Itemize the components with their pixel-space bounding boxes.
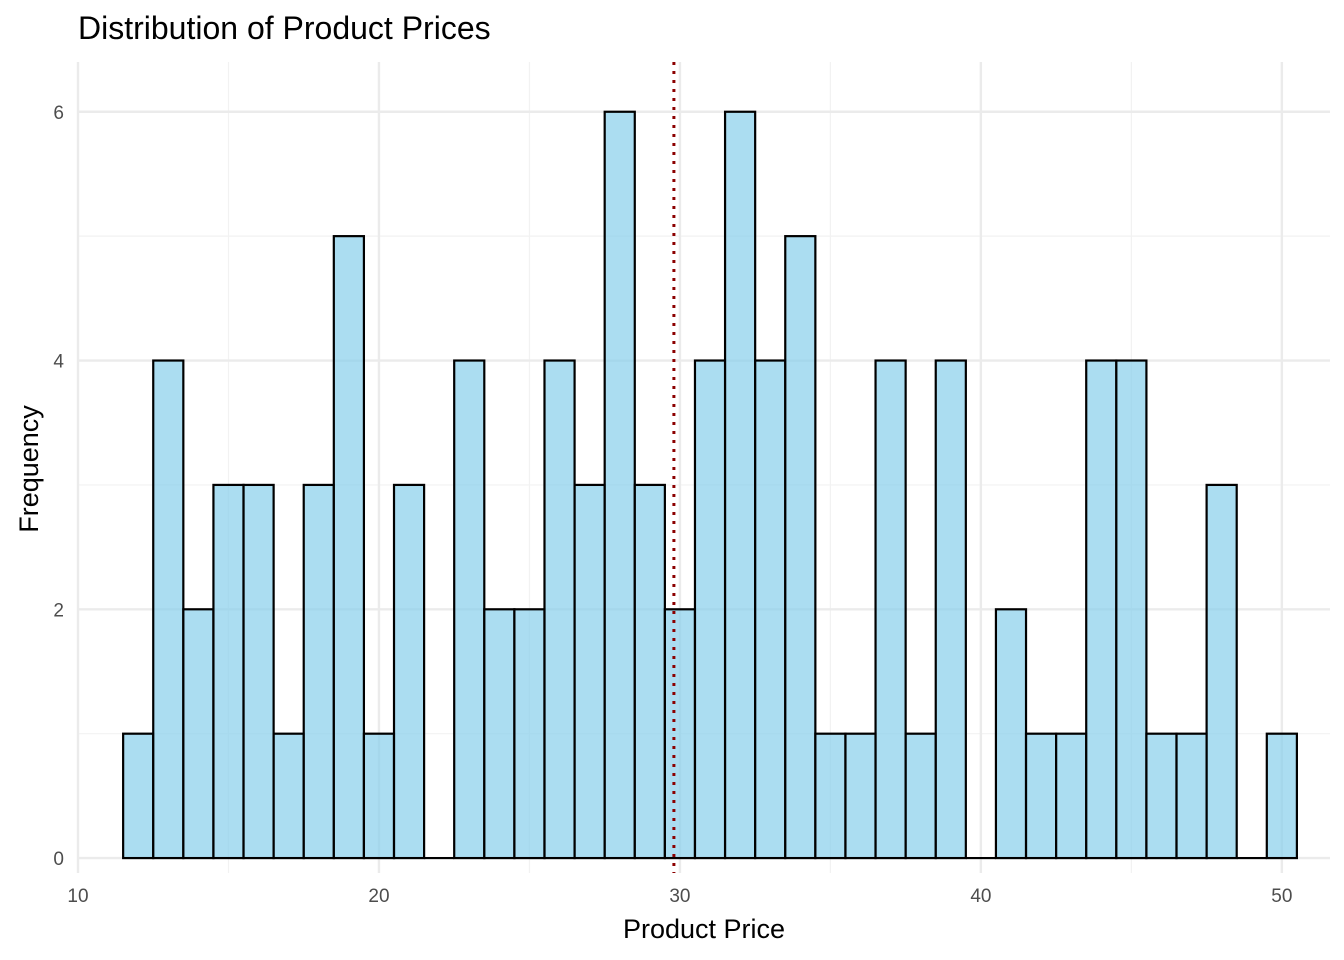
histogram-bar [272, 732, 305, 860]
histogram-bar [1175, 732, 1208, 860]
histogram-bar [723, 110, 757, 860]
histogram-bar [453, 359, 486, 860]
y-tick-label: 6 [53, 103, 64, 124]
x-axis-title: Product Price [623, 914, 785, 944]
x-tick-label: 40 [970, 886, 991, 907]
histogram-bar [362, 732, 396, 860]
histogram-bar [1055, 732, 1088, 860]
histogram-bar [633, 483, 666, 860]
histogram-bar [242, 483, 275, 860]
chart-title: Distribution of Product Prices [78, 10, 491, 46]
histogram-bar [994, 608, 1028, 860]
histogram-bar [1024, 732, 1058, 860]
histogram-bar [1265, 732, 1298, 860]
histogram-bar [904, 732, 937, 860]
x-tick-label: 10 [67, 886, 88, 907]
tick-labels-layer: 10 20 30 40 50 0 2 4 6 [53, 103, 1292, 907]
histogram-bar [754, 359, 787, 860]
histogram-bar [543, 359, 576, 860]
y-axis-title: Frequency [14, 405, 44, 533]
histogram-bar [573, 483, 606, 860]
histogram-bar [302, 483, 335, 860]
histogram-bar [874, 359, 907, 860]
histogram-bar [784, 235, 817, 860]
x-tick-label: 30 [669, 886, 690, 907]
histogram-bar [934, 359, 967, 860]
y-tick-label: 4 [53, 352, 64, 373]
histogram-bar [332, 235, 366, 860]
histogram-bar [392, 483, 426, 860]
histogram-bar [1205, 483, 1238, 860]
x-tick-label: 20 [368, 886, 389, 907]
y-tick-label: 2 [53, 600, 64, 621]
histogram-bar [814, 732, 847, 860]
histogram-bar [122, 732, 155, 860]
histogram-bar [152, 359, 185, 860]
histogram-bar [483, 608, 516, 860]
histogram-bar [603, 110, 636, 860]
histogram-bar [182, 608, 215, 860]
histogram-bar [513, 608, 546, 860]
bars-layer [122, 110, 1298, 860]
y-tick-label: 0 [53, 849, 64, 870]
histogram-bar [1115, 359, 1148, 860]
histogram-bar [1145, 732, 1178, 860]
x-tick-label: 50 [1271, 886, 1292, 907]
histogram-bar [212, 483, 245, 860]
histogram-bar [663, 608, 697, 860]
histogram-bar [1085, 359, 1118, 860]
histogram-bar [844, 732, 877, 860]
histogram-bar [693, 359, 727, 860]
